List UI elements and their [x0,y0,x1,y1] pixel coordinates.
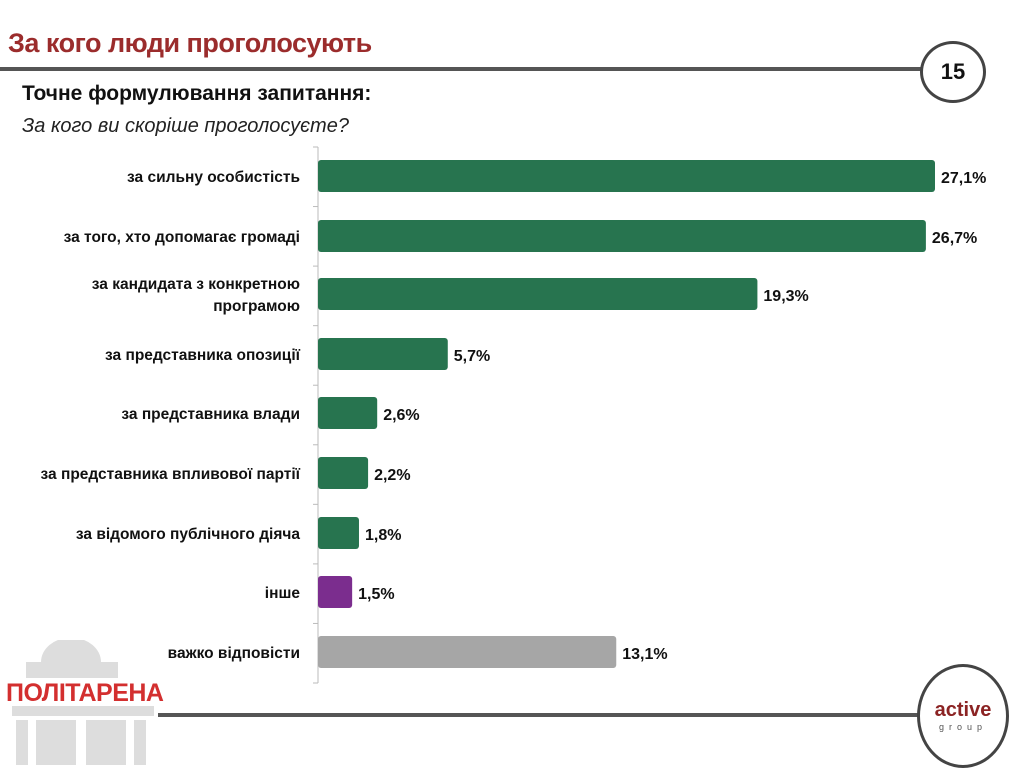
bar [318,220,926,252]
bar [318,517,359,549]
data-label: 2,2% [374,467,410,484]
active-group-logo: active group [917,664,1009,768]
politarena-building-logo [12,640,154,765]
bar [318,457,369,489]
category-label: за кандидата з конкретною [92,276,300,293]
header-divider [0,67,925,71]
bar [318,397,378,429]
bar [318,636,617,668]
page-number: 15 [940,59,966,84]
category-label: за відомого публічного діяча [76,526,300,543]
category-label: за представника впливової партії [41,466,301,483]
data-label: 19,3% [763,288,808,305]
bar [318,338,448,370]
category-label: інше [265,585,301,602]
bar [318,278,758,310]
active-logo-sub: group [938,722,988,732]
data-label: 26,7% [932,230,977,247]
data-label: 27,1% [941,170,986,187]
category-label: програмою [213,298,300,315]
page-title: За кого люди проголосують [8,28,372,58]
category-label: за представника опозиції [105,347,301,364]
page-number-badge: 15 [920,41,986,103]
category-label: за представника влади [121,406,300,423]
data-label: 13,1% [622,646,667,663]
data-label: 2,6% [383,407,419,424]
category-label: за того, хто допомагає громаді [64,229,300,246]
active-logo-main: active [934,699,992,721]
category-label: важко відповісти [168,645,300,662]
question-label: Точне формулювання запитання: [22,82,372,105]
data-label: 1,8% [365,527,401,544]
data-label: 1,5% [358,586,394,603]
question-text: За кого ви скоріше проголосуєте? [22,115,349,137]
bar [318,160,935,192]
politarena-logo-text: ПОЛІТАРЕНА [6,679,164,707]
footer-divider [158,713,928,717]
bar [318,576,353,608]
category-label: за сильну особистість [127,169,300,186]
data-label: 5,7% [454,348,490,365]
